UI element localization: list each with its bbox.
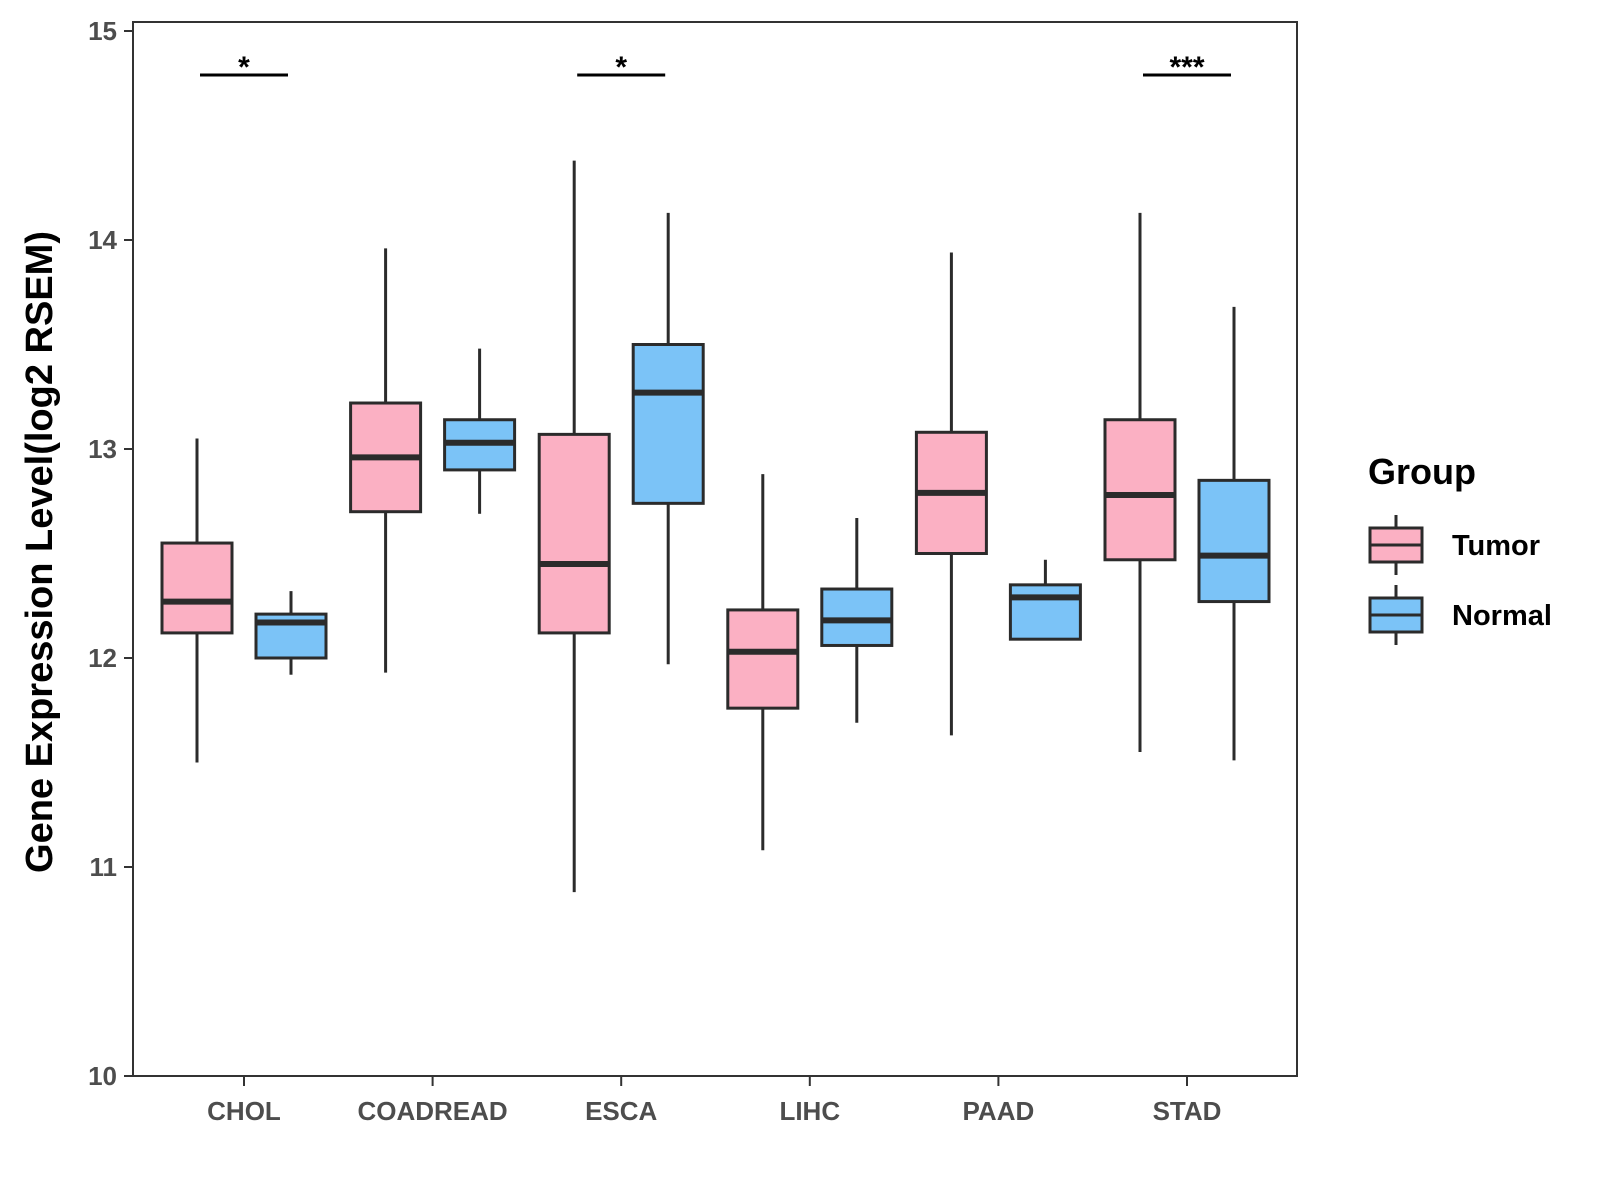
x-tick-label: CHOL: [207, 1096, 281, 1126]
significance-label: *: [238, 51, 250, 84]
box-normal-coadread: [443, 348, 517, 514]
x-tick-label: ESCA: [585, 1096, 657, 1126]
significance-label: ***: [1169, 51, 1204, 84]
box-normal-esca: [631, 212, 705, 665]
legend-title: Group: [1368, 451, 1476, 492]
y-tick-label: 11: [90, 852, 118, 882]
box-iqr: [726, 608, 800, 710]
box-iqr: [1008, 583, 1082, 641]
box-iqr: [1103, 418, 1177, 562]
legend-label: Tumor: [1452, 530, 1540, 562]
panel-border: [132, 21, 1298, 1077]
y-tick-label: 10: [88, 1061, 117, 1091]
box-tumor-lihc: [726, 474, 800, 851]
box-tumor-paad: [914, 252, 988, 736]
y-tick-label: 14: [88, 225, 117, 255]
x-tick-label: LIHC: [779, 1096, 840, 1126]
significance-label: *: [615, 51, 627, 84]
x-tick-label: COADREAD: [357, 1096, 507, 1126]
y-axis-title: Gene Expression Level(log2 RSEM): [19, 231, 61, 873]
box-normal-stad: [1197, 306, 1271, 761]
x-tick-label: STAD: [1153, 1096, 1222, 1126]
legend-item-tumor: Tumor: [1368, 515, 1540, 575]
legend: Group Tumor Normal: [1368, 451, 1552, 645]
legend-item-normal: Normal: [1368, 585, 1552, 645]
box-tumor-stad: [1103, 212, 1177, 753]
axes: 10 11 12 13 14 15 CHOL COADREAD ESCA LIHC PAAD STAD: [88, 16, 1298, 1126]
box-iqr: [537, 432, 611, 635]
box-tumor-coadread: [349, 248, 423, 673]
plot-area: * * ***: [160, 51, 1271, 893]
box-normal-lihc: [820, 517, 894, 723]
box-normal-paad: [1008, 559, 1082, 641]
box-iqr: [631, 343, 705, 505]
box-tumor-chol: [160, 438, 234, 763]
legend-label: Normal: [1452, 600, 1552, 632]
box-tumor-esca: [537, 160, 611, 893]
box-iqr: [1197, 478, 1271, 604]
box-normal-chol: [254, 591, 328, 675]
y-tick-label: 15: [88, 16, 117, 46]
box-iqr: [160, 541, 234, 635]
box-iqr: [820, 587, 894, 647]
x-tick-label: PAAD: [963, 1096, 1035, 1126]
y-tick-label: 12: [88, 643, 117, 673]
y-tick-label: 13: [88, 434, 117, 464]
